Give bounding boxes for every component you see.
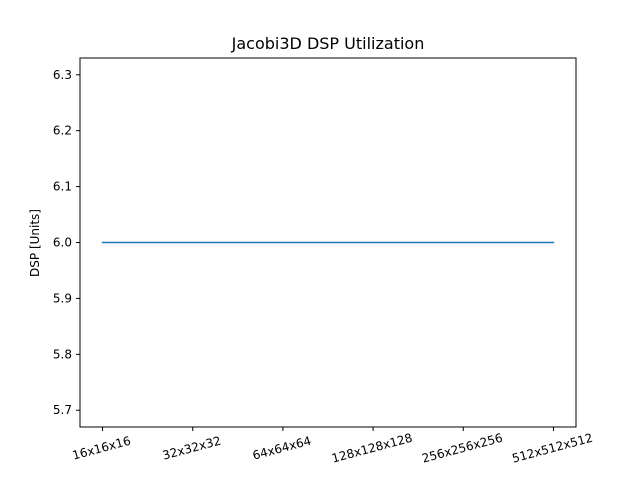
x-tick-label: 128x128x128 (330, 431, 414, 466)
y-tick-label: 5.8 (53, 347, 72, 361)
y-tick-label: 6.0 (53, 236, 72, 250)
y-tick-label: 6.3 (53, 68, 72, 82)
chart-title: Jacobi3D DSP Utilization (231, 34, 425, 53)
y-tick-label: 6.1 (53, 180, 72, 194)
y-tick-label: 5.9 (53, 291, 72, 305)
x-tick-label: 16x16x16 (71, 434, 133, 463)
y-axis-label: DSP [Units] (28, 209, 42, 277)
x-tick-label: 64x64x64 (251, 434, 313, 463)
y-tick-label: 5.7 (53, 403, 72, 417)
plot-area: 5.7 5.8 5.9 6.0 6.1 6.2 6.3 16x16x16 32x32x32 64x… (53, 57, 595, 466)
x-tick-label: 512x512x512 (511, 431, 595, 466)
x-tick-label: 256x256x256 (420, 431, 504, 466)
x-tick-label: 32x32x32 (161, 434, 223, 463)
y-tick-label: 6.2 (53, 124, 72, 138)
